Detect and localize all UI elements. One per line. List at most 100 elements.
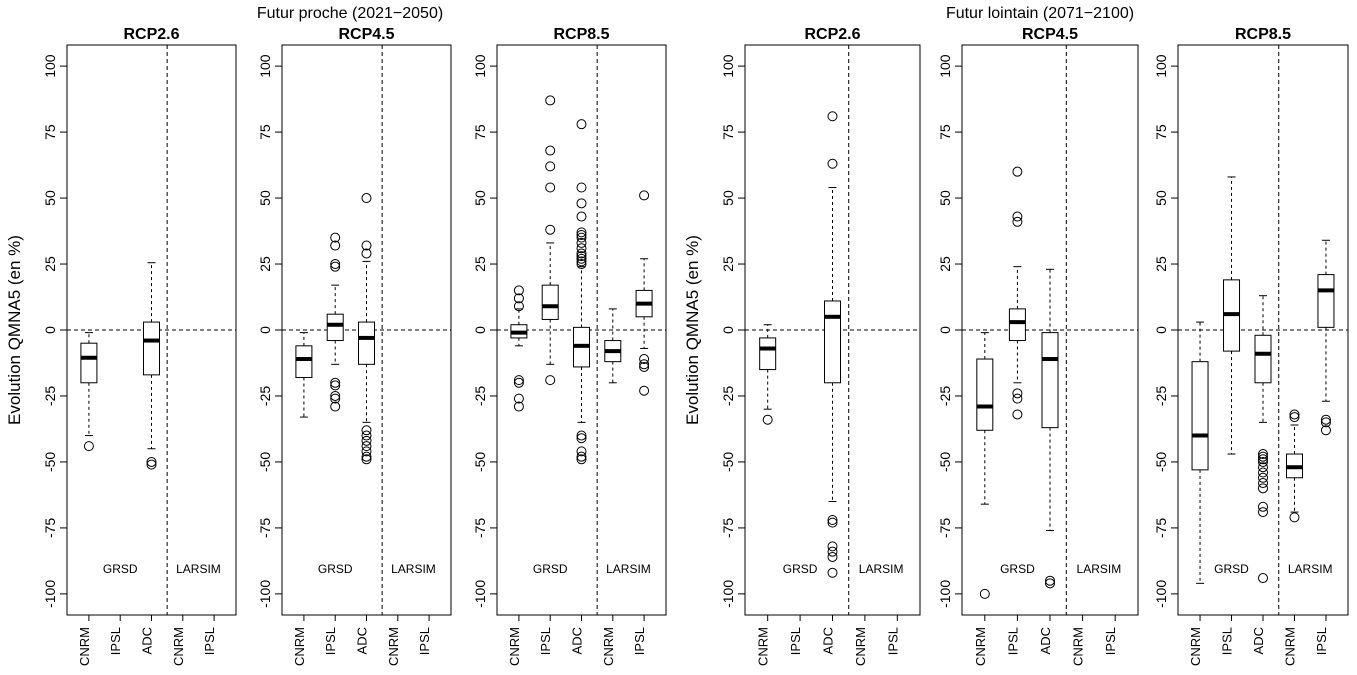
outlier [513,401,524,412]
outlier [639,354,650,365]
outlier [827,158,838,169]
x-tick-label: IPSL [1005,627,1020,655]
x-tick-label: ADC [1038,627,1053,654]
x-tick-label: IPSL [1103,627,1118,655]
outlier [330,232,341,243]
y-tick-label: 50 [42,190,58,206]
y-tick-label: -75 [1153,518,1169,538]
group-label: LARSIM [391,562,436,576]
y-tick-label: 100 [472,54,488,78]
y-tick-label: -25 [720,386,736,406]
outlier [576,259,587,270]
box [295,345,313,379]
outlier [513,377,524,388]
y-tick-label: -25 [42,386,58,406]
y-tick-label: 25 [257,256,273,272]
outlier [1258,462,1268,473]
y-tick-label: -50 [720,452,736,472]
y-tick-label: 25 [1153,256,1169,272]
outlier [1012,211,1023,222]
outlier [576,182,587,193]
outlier [513,285,524,296]
y-tick-label: 100 [257,54,273,78]
y-tick-label: -75 [937,518,953,538]
x-tick-label: CNRM [171,627,186,666]
y-tick-label: 0 [42,326,58,334]
x-tick-label: IPSL [632,627,647,655]
box [1041,332,1059,429]
x-tick-label: CNRM [1282,627,1297,666]
y-tick-label: -25 [472,386,488,406]
y-tick-label: -25 [1153,386,1169,406]
outlier [330,259,341,270]
outlier [576,248,587,259]
outlier [1320,425,1331,436]
outlier [1289,512,1300,523]
outlier [827,551,838,562]
outlier [330,240,341,251]
y-tick-label: -100 [42,580,58,608]
outlier [545,145,556,156]
y-tick-label: 100 [42,54,58,78]
outlier [1258,449,1268,460]
group-label: LARSIM [606,562,651,576]
y-tick-label: 75 [42,124,58,140]
outlier [1045,575,1055,586]
group-label: LARSIM [176,562,221,576]
outlier [1289,409,1300,420]
outlier [576,198,587,209]
y-tick-label: 75 [472,124,488,140]
outlier [1258,451,1268,462]
y-tick-label: 75 [720,124,736,140]
x-tick-label: CNRM [77,627,92,666]
outlier [576,237,587,248]
outlier [1012,388,1023,399]
outlier [576,230,587,240]
x-tick-label: ADC [140,627,155,654]
outlier [762,414,773,425]
outlier [576,232,587,243]
x-tick-label: ADC [355,627,370,654]
x-tick-label: IPSL [417,627,432,655]
outlier [545,95,556,106]
outlier [545,224,556,235]
y-tick-label: -100 [720,580,736,608]
y-tick-label: 50 [720,190,736,206]
group-label: LARSIM [1077,562,1122,576]
box [976,358,994,431]
outlier [979,588,990,599]
outlier [513,293,524,304]
y-tick-label: -75 [720,518,736,538]
outlier [827,515,838,525]
y-tick-label: 25 [720,256,736,272]
outlier [1012,166,1023,177]
outlier [83,441,94,452]
panel-title: RCP4.5 [338,26,394,43]
outlier [576,119,587,130]
y-tick-label: 75 [1153,124,1169,140]
y-tick-label: 75 [257,124,273,140]
outlier [513,393,524,404]
outlier [361,240,372,251]
x-tick-label: ADC [570,627,585,654]
y-tick-label: 50 [257,190,273,206]
y-tick-label: -50 [1153,452,1169,472]
outlier [827,567,838,578]
group-label: GRSD [533,562,568,576]
box [1317,274,1335,328]
outlier [1258,507,1268,518]
x-tick-label: CNRM [1071,627,1086,666]
x-tick-label: IPSL [1314,627,1329,655]
outlier [1258,454,1268,465]
outlier [361,193,372,204]
outlier [361,425,372,436]
y-tick-label: -25 [937,386,953,406]
outlier [827,541,838,552]
outlier [330,393,341,404]
outlier [576,211,587,222]
box [824,300,841,384]
y-tick-label: 50 [937,190,953,206]
outlier [545,182,556,193]
y-tick-label: 100 [1153,54,1169,78]
x-tick-label: CNRM [507,627,522,666]
